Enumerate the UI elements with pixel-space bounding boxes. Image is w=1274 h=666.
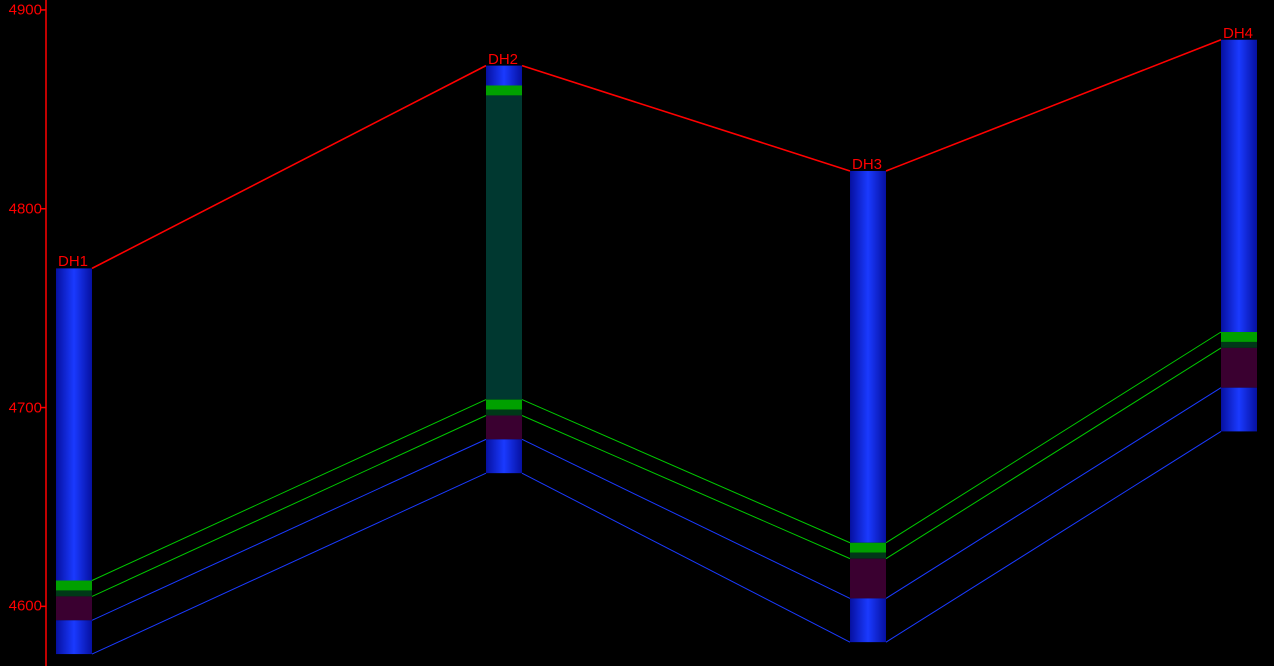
drillhole-columns <box>56 40 1257 654</box>
drillhole-label: DH2 <box>488 51 518 68</box>
lithology-segment <box>850 543 886 553</box>
lithology-segment <box>1221 348 1257 388</box>
correlation-line <box>92 66 486 269</box>
correlation-line <box>92 473 486 654</box>
lithology-segment <box>850 559 886 599</box>
correlation-line <box>886 431 1221 642</box>
drillhole-label: DH4 <box>1223 25 1253 42</box>
ytick-label: 4900 <box>9 1 42 18</box>
lithology-segment <box>56 590 92 596</box>
lithology-segment <box>486 400 522 410</box>
correlation-line <box>92 439 486 620</box>
correlation-line <box>886 348 1221 559</box>
lithology-segment <box>1221 40 1257 332</box>
lithology-segment <box>850 553 886 559</box>
lithology-segment <box>486 95 522 399</box>
lithology-segment <box>486 439 522 473</box>
lithology-segment <box>486 410 522 416</box>
correlation-line <box>522 400 850 543</box>
correlation-line <box>522 473 850 642</box>
ytick-label: 4800 <box>9 200 42 217</box>
correlation-lines <box>92 40 1221 654</box>
lithology-segment <box>850 598 886 642</box>
correlation-line <box>886 40 1221 171</box>
lithology-segment <box>1221 332 1257 342</box>
ytick-label: 4700 <box>9 399 42 416</box>
lithology-segment <box>56 620 92 654</box>
correlation-line <box>522 416 850 559</box>
lithology-segment <box>486 66 522 86</box>
cross-section-chart: 4600 4700 4800 4900 DH1 DH2 DH3 DH4 <box>0 0 1274 666</box>
lithology-segment <box>56 596 92 620</box>
drillhole-label: DH3 <box>852 156 882 173</box>
lithology-segment <box>486 416 522 440</box>
drillhole-label: DH1 <box>58 253 88 270</box>
correlation-line <box>522 439 850 598</box>
lithology-segment <box>1221 342 1257 348</box>
lithology-segment <box>1221 388 1257 432</box>
chart-svg <box>0 0 1274 666</box>
correlation-line <box>886 388 1221 599</box>
y-axis <box>40 0 46 666</box>
correlation-line <box>92 400 486 581</box>
correlation-line <box>92 416 486 597</box>
correlation-line <box>522 66 850 171</box>
lithology-segment <box>486 85 522 95</box>
lithology-segment <box>56 581 92 591</box>
lithology-segment <box>56 268 92 580</box>
correlation-line <box>886 332 1221 543</box>
ytick-label: 4600 <box>9 598 42 615</box>
lithology-segment <box>850 171 886 543</box>
